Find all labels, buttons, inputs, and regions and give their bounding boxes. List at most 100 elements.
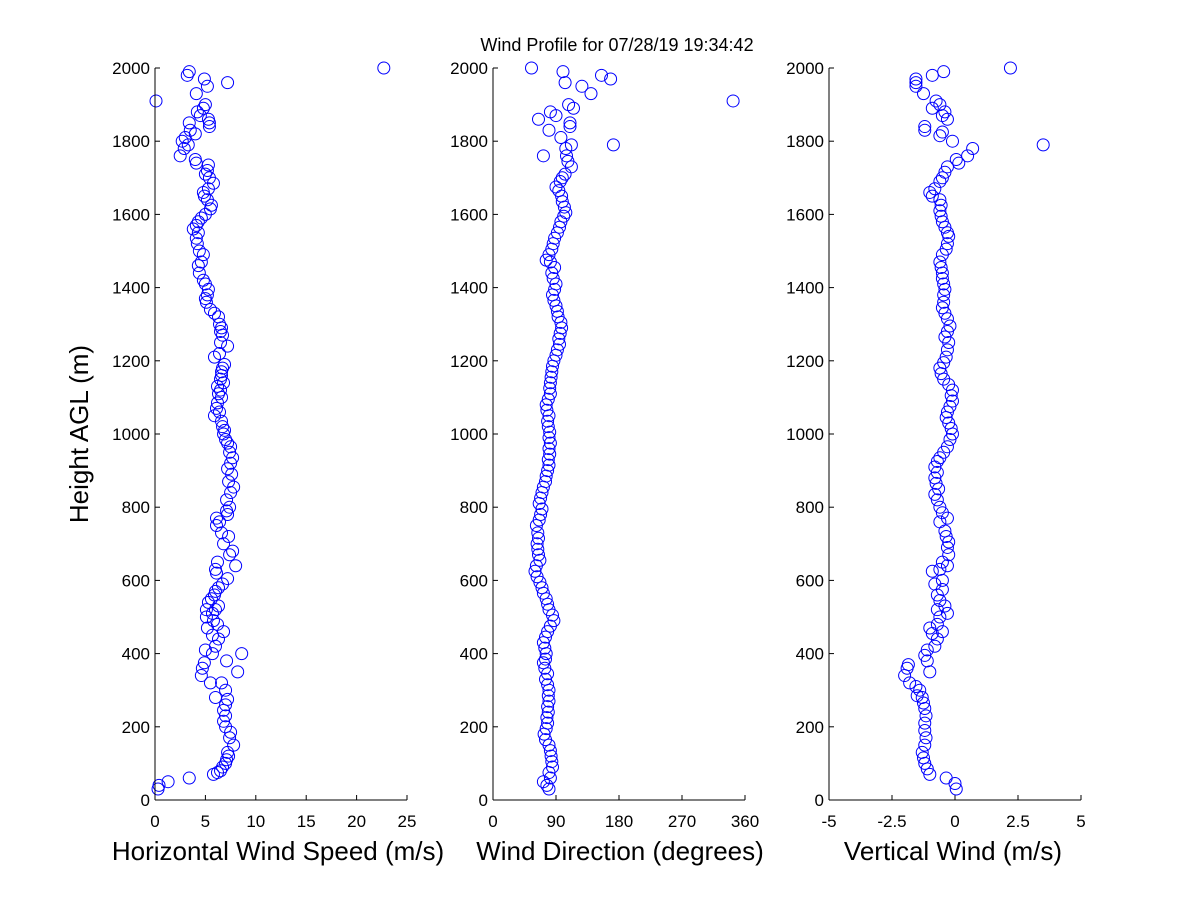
panel-horizontal-wind-speed: 0 200 400 600 800 1000 1200 1400 1600 1800 2000 0 5… bbox=[64, 59, 444, 866]
data-point bbox=[933, 255, 947, 269]
y-tick-label: 1400 bbox=[450, 279, 488, 298]
y-tick-label: 200 bbox=[796, 718, 824, 737]
data-point bbox=[546, 237, 560, 251]
data-point bbox=[545, 365, 559, 379]
data-point bbox=[541, 716, 555, 730]
data-point bbox=[935, 506, 949, 520]
y-tick-label: 600 bbox=[460, 571, 488, 590]
data-point bbox=[226, 544, 240, 558]
y-tick-label: 1000 bbox=[112, 425, 150, 444]
data-point bbox=[560, 149, 573, 163]
data-point bbox=[202, 171, 216, 185]
data-point bbox=[219, 720, 233, 734]
y-tick-label: 0 bbox=[479, 791, 488, 810]
data-point bbox=[934, 209, 948, 223]
data-point bbox=[918, 738, 932, 752]
data-point bbox=[925, 564, 939, 578]
data-point bbox=[543, 381, 557, 395]
data-point bbox=[935, 171, 949, 185]
data-point bbox=[534, 508, 548, 522]
y-tick-label: 800 bbox=[460, 498, 488, 517]
data-point bbox=[216, 361, 230, 375]
data-point bbox=[917, 751, 930, 765]
data-point bbox=[561, 154, 575, 168]
y-tick-label: 200 bbox=[122, 718, 150, 737]
data-point bbox=[937, 356, 951, 370]
data-point bbox=[544, 370, 558, 384]
data-point bbox=[191, 215, 205, 229]
data-point bbox=[604, 72, 618, 86]
data-point bbox=[217, 537, 231, 551]
data-point bbox=[220, 654, 234, 668]
data-point bbox=[546, 760, 559, 774]
data-point bbox=[553, 337, 566, 351]
data-point bbox=[186, 222, 200, 236]
data-point bbox=[220, 493, 234, 507]
data-point bbox=[928, 639, 942, 653]
data-point bbox=[225, 467, 239, 481]
data-point bbox=[200, 288, 214, 302]
x-tick-label: 10 bbox=[246, 812, 265, 831]
data-point bbox=[549, 180, 563, 194]
data-point bbox=[542, 431, 556, 445]
xticks-panel-2: 0 90 180 270 360 bbox=[488, 795, 759, 831]
data-point bbox=[550, 343, 564, 357]
y-tick-label: 1200 bbox=[450, 352, 488, 371]
data-point bbox=[200, 163, 214, 177]
data-point bbox=[918, 120, 932, 134]
x-tick-label: 25 bbox=[398, 812, 417, 831]
data-point bbox=[547, 614, 561, 628]
data-point bbox=[182, 771, 196, 785]
data-point bbox=[541, 453, 555, 467]
data-point bbox=[194, 211, 208, 225]
data-point bbox=[198, 643, 212, 657]
data-point bbox=[541, 392, 555, 406]
data-point bbox=[918, 123, 932, 137]
data-point bbox=[542, 694, 556, 708]
x-tick-label: 180 bbox=[605, 812, 633, 831]
y-tick-label: 1800 bbox=[786, 132, 824, 151]
data-point bbox=[562, 98, 576, 112]
data-point bbox=[909, 76, 923, 90]
data-point bbox=[564, 138, 578, 152]
points-panel-1 bbox=[149, 61, 391, 796]
data-point bbox=[543, 447, 557, 461]
data-point bbox=[202, 120, 216, 134]
x-tick-label: 360 bbox=[731, 812, 759, 831]
x-tick-label: 2.5 bbox=[1006, 812, 1030, 831]
y-tick-label: 1400 bbox=[112, 279, 150, 298]
data-point bbox=[219, 683, 233, 697]
data-point bbox=[540, 778, 554, 792]
data-point bbox=[208, 691, 222, 705]
data-point bbox=[198, 167, 212, 181]
data-point bbox=[909, 72, 923, 86]
data-point bbox=[210, 555, 224, 569]
data-point bbox=[196, 248, 210, 262]
data-point bbox=[943, 432, 957, 446]
data-point bbox=[197, 72, 211, 86]
data-point bbox=[149, 94, 163, 108]
y-tick-label: 1600 bbox=[786, 205, 824, 224]
data-point bbox=[940, 343, 954, 357]
y-tick-label: 800 bbox=[122, 498, 150, 517]
data-point bbox=[215, 526, 229, 540]
data-point bbox=[227, 738, 241, 752]
data-point bbox=[949, 782, 963, 796]
y-tick-label: 200 bbox=[460, 718, 488, 737]
data-point bbox=[222, 475, 236, 489]
data-point bbox=[191, 259, 205, 273]
data-point bbox=[539, 652, 552, 666]
x-tick-label: 0 bbox=[950, 812, 959, 831]
data-point bbox=[220, 753, 234, 767]
data-point bbox=[933, 562, 947, 576]
y-tick-label: 1800 bbox=[112, 132, 150, 151]
data-point bbox=[541, 464, 555, 478]
data-point bbox=[535, 581, 549, 595]
data-point bbox=[937, 288, 951, 302]
data-point bbox=[929, 94, 943, 108]
data-point bbox=[909, 680, 923, 694]
y-tick-label: 400 bbox=[796, 645, 824, 664]
data-point bbox=[209, 511, 223, 525]
data-point bbox=[219, 432, 233, 446]
y-tick-label: 1400 bbox=[786, 279, 824, 298]
